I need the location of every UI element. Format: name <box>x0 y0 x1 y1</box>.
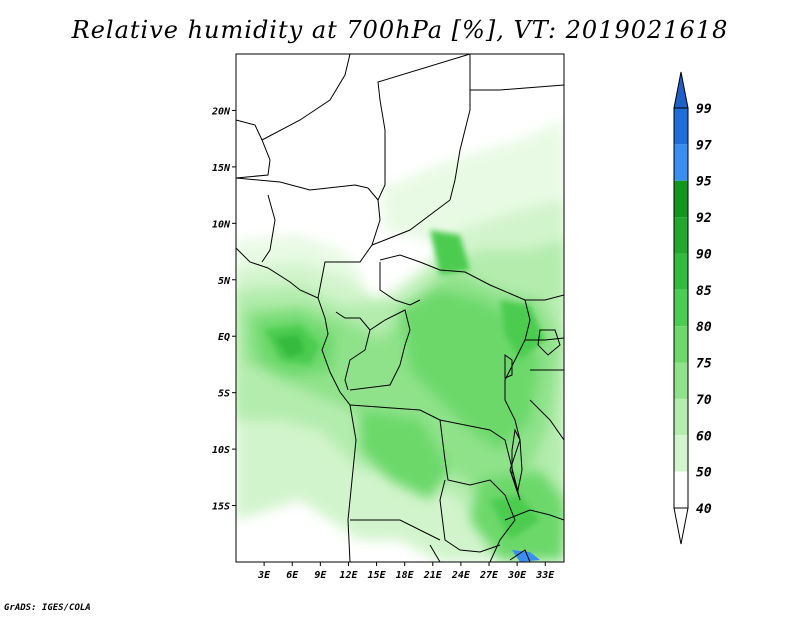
longitude-axis: 3E 6E 9E 12E 15E 18E 21E 24E 27E 30E 33E <box>257 562 555 581</box>
lat-tick-label: 15N <box>212 163 231 174</box>
lat-tick-label: 20N <box>211 106 231 117</box>
colorbar-segment <box>674 435 688 472</box>
colorbar-bottom-arrow <box>673 507 689 545</box>
rh-band-97-99 <box>512 550 540 562</box>
colorbar-segment <box>674 362 688 399</box>
country-borders <box>236 54 564 562</box>
lon-tick-label: 33E <box>535 570 555 581</box>
lon-tick-label: 6E <box>286 570 299 581</box>
colorbar-label: 80 <box>696 320 712 335</box>
lon-tick-label: 21E <box>423 570 443 581</box>
colorbar-label: 40 <box>696 502 712 517</box>
colorbar-label: 75 <box>696 357 712 372</box>
colorbar-segment <box>674 144 688 181</box>
lon-tick-label: 15E <box>368 570 387 581</box>
colorbar-label: 85 <box>696 284 712 299</box>
lat-tick-label: 5N <box>218 276 231 287</box>
lon-tick-label: 24E <box>451 570 471 581</box>
lat-tick-label: 10S <box>212 445 230 456</box>
lon-tick-label: 30E <box>507 570 527 581</box>
colorbar-label: 70 <box>696 393 712 408</box>
latitude-axis: 20N 15N 10N 5N EQ 5S 10S 15S <box>211 106 236 513</box>
humidity-field <box>236 54 564 562</box>
colorbar-segment <box>674 398 688 436</box>
colorbar-label: 97 <box>696 138 712 153</box>
chart-title: Relative humidity at 700hPa [%], VT: 201… <box>71 16 729 44</box>
rh-band-80-85-east <box>500 300 545 360</box>
colorbar-segment <box>674 326 688 363</box>
colorbar-label: 90 <box>696 247 712 262</box>
lon-tick-label: 18E <box>396 570 415 581</box>
colorbar-label: 50 <box>696 466 712 481</box>
lon-tick-label: 9E <box>314 570 327 581</box>
colorbar-outline <box>673 107 689 509</box>
rh-band-75-80-south <box>360 410 450 500</box>
lat-tick-label: EQ <box>218 332 230 343</box>
lat-tick-label: 5S <box>218 389 230 400</box>
colorbar: 99 97 95 92 90 85 80 75 70 60 50 40 <box>673 71 712 545</box>
rh-band-85-90 <box>275 335 305 358</box>
colorbar-segment <box>674 289 688 327</box>
lat-tick-label: 15S <box>212 502 230 513</box>
colorbar-segment <box>674 180 688 218</box>
colorbar-segment <box>674 471 688 508</box>
colorbar-label: 95 <box>696 175 712 190</box>
colorbar-label: 99 <box>696 102 712 117</box>
colorbar-segment <box>674 217 688 254</box>
lon-tick-label: 12E <box>339 570 358 581</box>
colorbar-segment <box>674 253 688 290</box>
rh-band-80-85-se <box>490 495 540 540</box>
colorbar-top-arrow <box>673 71 689 109</box>
lon-tick-label: 27E <box>479 570 499 581</box>
colorbar-label: 92 <box>696 211 712 226</box>
plot-frame <box>235 53 565 563</box>
rh-band-80-85-north <box>430 230 470 275</box>
colorbar-segment <box>674 108 688 145</box>
lat-tick-label: 10N <box>212 219 231 230</box>
colorbar-label: 60 <box>696 429 712 444</box>
credit-text: GrADS: IGES/COLA <box>4 603 91 613</box>
lon-tick-label: 3E <box>257 570 271 581</box>
